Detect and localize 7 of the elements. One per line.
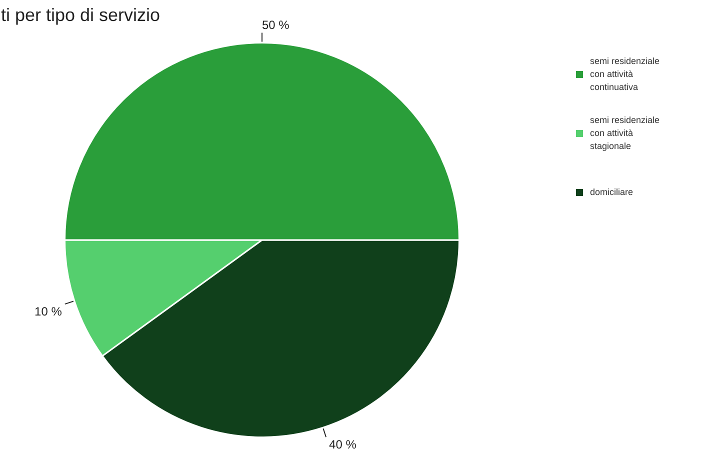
data-label: 50 % (262, 18, 290, 32)
data-label: 10 % (34, 304, 62, 318)
chart-title: ti per tipo di servizio (1, 5, 160, 26)
legend-label: semi residenziale con attività stagionale (590, 114, 661, 153)
legend-label: domiciliare (590, 186, 634, 199)
data-label: 40 % (329, 437, 357, 452)
legend-label: semi residenziale con attività continuativa (590, 55, 661, 94)
